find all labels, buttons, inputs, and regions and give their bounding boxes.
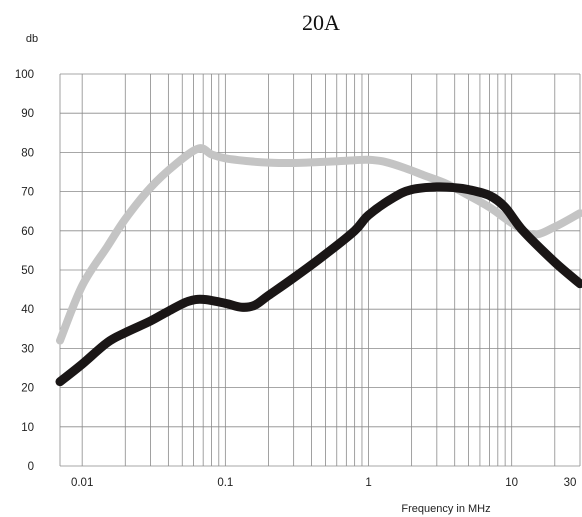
y-tick-label: 80 [21, 147, 34, 159]
y-tick-label: 90 [21, 108, 34, 120]
series-line-light [56, 144, 582, 345]
x-tick-label: 1 [365, 477, 371, 489]
chart-title: 20A [302, 10, 340, 35]
y-tick-label: 40 [21, 304, 34, 316]
y-tick-label: 0 [28, 461, 34, 473]
x-tick-label: 0.1 [217, 477, 233, 489]
x-axis-label: Frequency in MHz [401, 503, 490, 515]
y-axis-label: db [26, 33, 38, 45]
y-tick-label: 20 [21, 383, 34, 395]
y-tick-label: 10 [21, 422, 34, 434]
y-tick-labels: 0 10 20 30 40 50 60 70 80 90 100 [15, 69, 34, 473]
x-tick-label: 10 [505, 477, 518, 489]
x-tick-label: 0.01 [71, 477, 93, 489]
y-tick-label: 100 [15, 69, 34, 81]
y-tick-label: 70 [21, 187, 34, 199]
series-line-dark [55, 182, 582, 387]
x-tick-labels: 0.01 0.1 1 10 30 [71, 477, 576, 489]
y-tick-label: 50 [21, 265, 34, 277]
y-tick-label: 60 [21, 226, 34, 238]
grid [59, 73, 581, 467]
x-tick-label: 30 [564, 477, 577, 489]
y-tick-label: 30 [21, 343, 34, 355]
series-layer [55, 144, 582, 387]
